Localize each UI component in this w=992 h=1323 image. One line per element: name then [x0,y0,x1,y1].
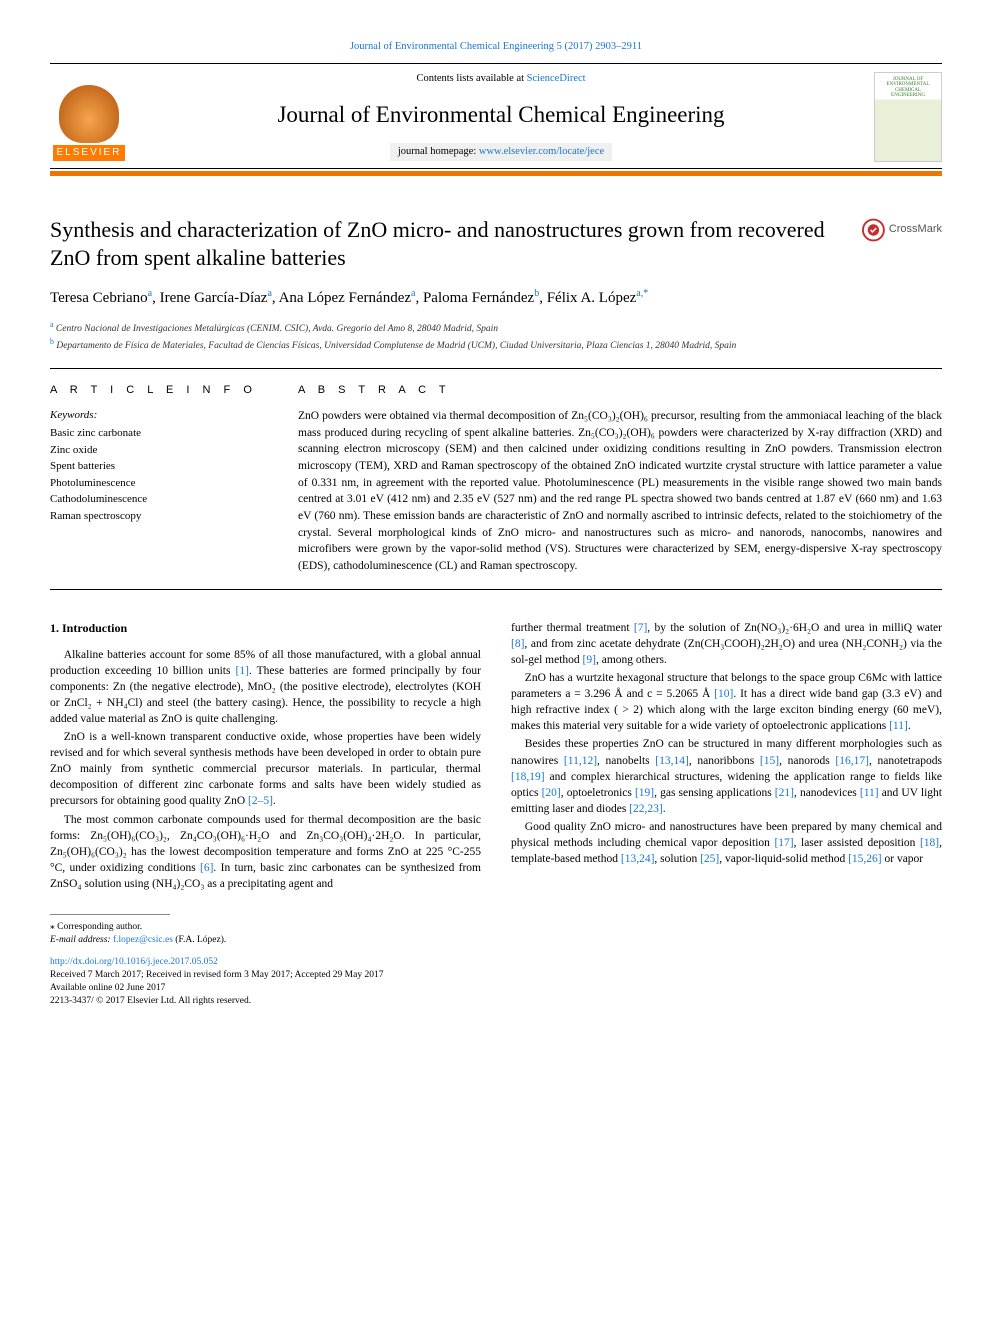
online-date: Available online 02 June 2017 [50,982,942,995]
homepage-link[interactable]: www.elsevier.com/locate/jece [479,146,604,157]
homepage-prefix: journal homepage: [398,146,479,157]
footnote-rule [50,914,170,915]
crossmark-badge[interactable]: CrossMark [862,216,942,244]
footnotes: ⁎ Corresponding author. E-mail address: … [50,921,942,948]
body-para: further thermal treatment [7], by the so… [511,620,942,668]
homepage-line: journal homepage: www.elsevier.com/locat… [390,143,612,162]
journal-cover-thumb: JOURNAL OF ENVIRONMENTAL CHEMICAL ENGINE… [874,72,942,162]
author-list: Teresa Cebrianoa, Irene García-Díaza, An… [50,287,942,309]
email-suffix: (F.A. López). [173,935,226,945]
doi-block: http://dx.doi.org/10.1016/j.jece.2017.05… [50,956,942,1009]
body-para: The most common carbonate compounds used… [50,812,481,892]
doi-link[interactable]: http://dx.doi.org/10.1016/j.jece.2017.05… [50,957,218,967]
email-line: E-mail address: f.lopez@csic.es (F.A. Ló… [50,934,942,947]
contents-prefix: Contents lists available at [416,73,526,84]
affiliations: a Centro Nacional de Investigaciones Met… [50,319,942,354]
elsevier-tree-icon [59,85,119,143]
article-history: Received 7 March 2017; Received in revis… [50,969,942,982]
rule [50,589,942,590]
body-para: Good quality ZnO micro- and nanostructur… [511,819,942,867]
corresponding-author-note: ⁎ Corresponding author. [50,921,942,934]
journal-name: Journal of Environmental Chemical Engine… [277,99,724,131]
article-title: Synthesis and characterization of ZnO mi… [50,216,842,273]
keyword-list: Basic zinc carbonateZinc oxideSpent batt… [50,425,260,524]
running-citation: Journal of Environmental Chemical Engine… [50,40,942,55]
article-body: 1. Introduction Alkaline batteries accou… [50,620,942,892]
body-para: Alkaline batteries account for some 85% … [50,647,481,727]
keywords-heading: Keywords: [50,408,260,423]
copyright: 2213-3437/ © 2017 Elsevier Ltd. All righ… [50,995,942,1008]
publisher-name: ELSEVIER [53,145,126,161]
section-heading-intro: 1. Introduction [50,620,481,637]
abstract-label: A B S T R A C T [298,383,942,398]
accent-bar [50,171,942,176]
crossmark-icon [862,218,885,242]
journal-header: ELSEVIER Contents lists available at Sci… [50,63,942,169]
email-link[interactable]: f.lopez@csic.es [113,935,173,945]
contents-line: Contents lists available at ScienceDirec… [416,72,585,87]
body-para: ZnO is a well-known transparent conducti… [50,729,481,809]
sciencedirect-link[interactable]: ScienceDirect [527,73,586,84]
publisher-logo: ELSEVIER [50,73,128,161]
email-label: E-mail address: [50,935,113,945]
rule [50,368,942,369]
article-info-label: A R T I C L E I N F O [50,383,260,398]
abstract-text: ZnO powders were obtained via thermal de… [298,408,942,575]
crossmark-label: CrossMark [889,222,942,237]
body-para: ZnO has a wurtzite hexagonal structure t… [511,670,942,734]
body-para: Besides these properties ZnO can be stru… [511,736,942,816]
